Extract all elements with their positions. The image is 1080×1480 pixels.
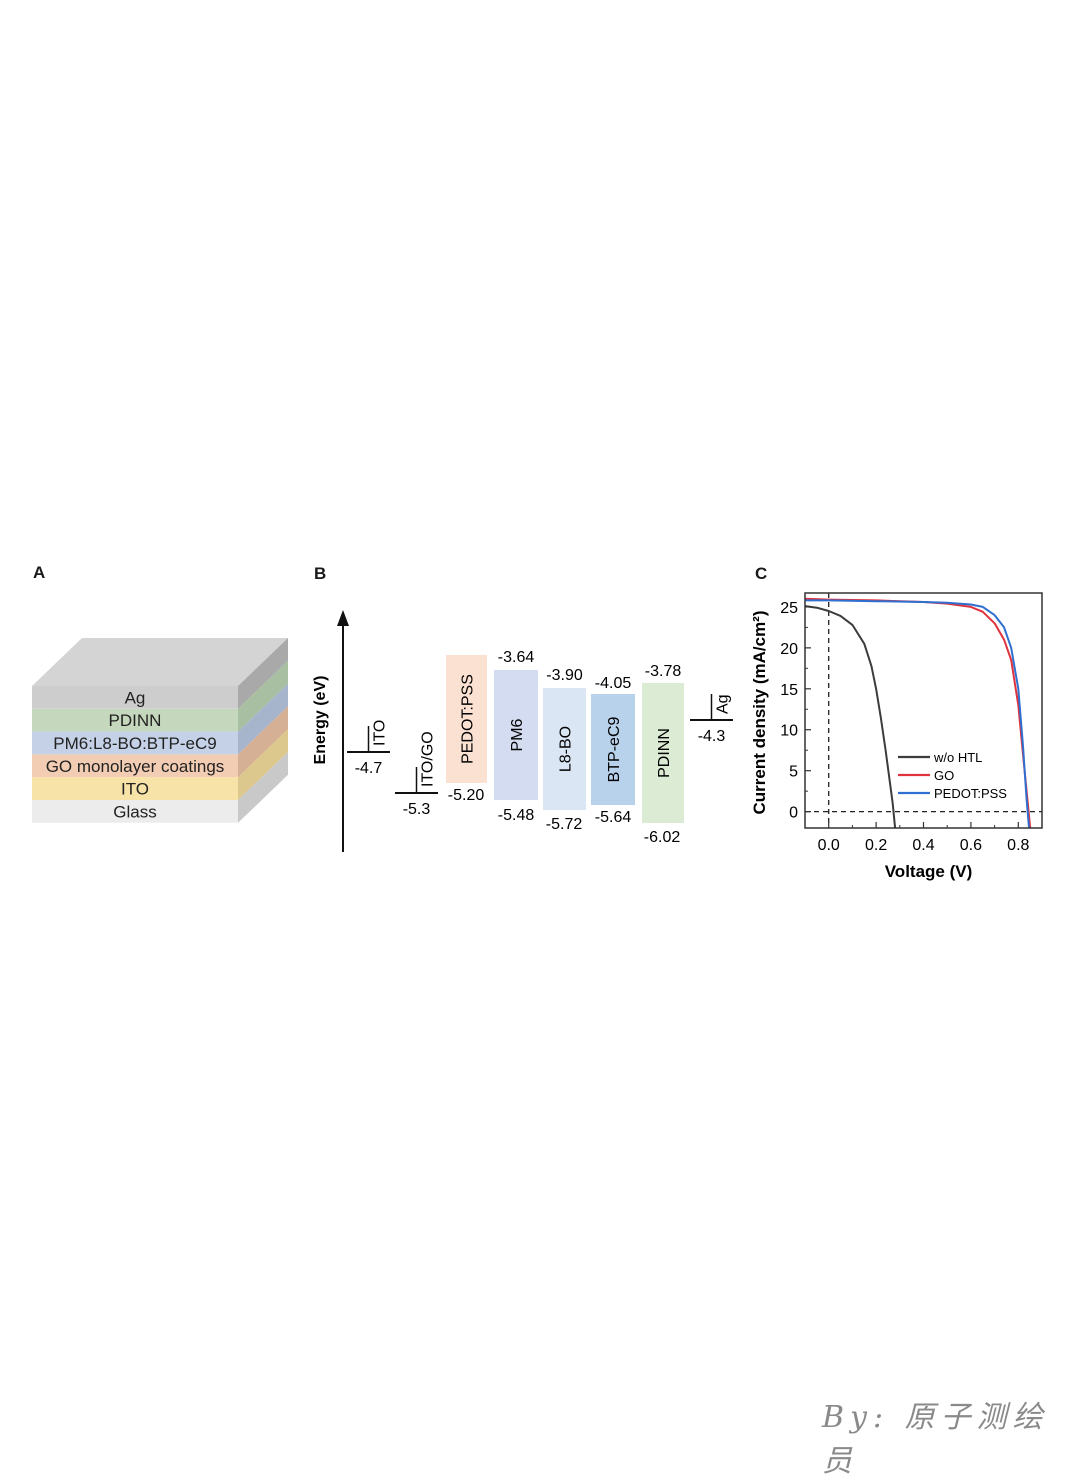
layer-label: GO monolayer coatings xyxy=(46,757,225,776)
lumo-value: -3.64 xyxy=(498,649,535,666)
legend-label: GO xyxy=(934,768,954,783)
band-name: BTP-eC9 xyxy=(606,717,623,783)
arrow-up-icon xyxy=(337,610,349,626)
band-name: PM6 xyxy=(509,718,526,751)
layer-go-monolayer-coatings xyxy=(32,754,238,778)
lumo-value: -3.78 xyxy=(645,663,682,680)
y-tick-label: 15 xyxy=(780,682,798,699)
x-tick-label: 0.2 xyxy=(865,837,887,854)
layer-label: PM6:L8-BO:BTP-eC9 xyxy=(53,734,216,753)
level-name: ITO xyxy=(372,720,389,746)
x-axis-label: Voltage (V) xyxy=(885,862,973,881)
y-axis-label: Current density (mA/cm²) xyxy=(750,610,769,814)
layer-side xyxy=(238,683,288,755)
layer-side xyxy=(238,660,288,732)
legend-label: w/o HTL xyxy=(933,750,982,765)
series-w-o-htl xyxy=(805,605,897,828)
panel-a-label: A xyxy=(33,563,46,582)
level-value: -5.3 xyxy=(403,801,431,818)
x-tick-label: 0.0 xyxy=(818,837,840,854)
lumo-value: -4.05 xyxy=(595,675,632,692)
band-pedot-pss xyxy=(446,655,487,783)
band-pdinn xyxy=(642,683,684,823)
level-name: ITO/GO xyxy=(420,731,437,787)
homo-value: -6.02 xyxy=(644,829,681,846)
device-stack-diagram: Ag PDINN PM6:L8-BO:BTP-eC9 GO monolayer coa… xyxy=(32,638,288,823)
layer-label: PDINN xyxy=(109,711,162,730)
y-tick-label: 0 xyxy=(789,805,798,822)
y-tick-label: 25 xyxy=(780,600,798,617)
stack-top-face xyxy=(32,638,288,686)
x-tick-label: 0.8 xyxy=(1007,837,1029,854)
level-name: Ag xyxy=(715,694,732,714)
band-name: L8-BO xyxy=(558,726,575,772)
layer-glass xyxy=(32,800,238,823)
layer-side xyxy=(238,706,288,778)
layer-label: Ag xyxy=(125,688,146,707)
x-tick-label: 0.4 xyxy=(912,837,934,854)
homo-value: -5.64 xyxy=(595,809,632,826)
layer-label: ITO xyxy=(121,780,149,799)
panel-b-label: B xyxy=(314,564,327,583)
homo-value: -5.72 xyxy=(546,816,583,833)
homo-value: -5.20 xyxy=(448,787,485,804)
legend-label: PEDOT:PSS xyxy=(934,786,1007,801)
y-tick-label: 20 xyxy=(780,641,798,658)
homo-value: -5.48 xyxy=(498,807,535,824)
band-pm6 xyxy=(494,670,538,800)
level-value: -4.7 xyxy=(355,760,383,777)
x-tick-label: 0.6 xyxy=(960,837,982,854)
layer-side xyxy=(238,752,288,823)
band-name: PDINN xyxy=(656,728,673,778)
layer-pm6-l8-bo-btp-ec9 xyxy=(32,731,238,755)
panel-c-label: C xyxy=(755,564,768,583)
band-btp-ec9 xyxy=(591,694,635,805)
lumo-value: -3.90 xyxy=(546,667,583,684)
y-tick-label: 10 xyxy=(780,723,798,740)
layer-ag xyxy=(32,686,238,709)
jv-curve-chart: 0.0 0.2 0.4 0.6 0.8 0 5 10 15 20 25 Voltage (V) Curr… xyxy=(750,592,1043,881)
watermark: By: 原子测绘员 xyxy=(822,1400,1049,1479)
series-pedot-pss xyxy=(805,599,1030,828)
layer-label: Glass xyxy=(113,802,156,821)
layer-side xyxy=(238,638,288,709)
energy-axis-label: Energy (eV) xyxy=(312,676,329,765)
band-name: PEDOT:PSS xyxy=(460,674,477,764)
energy-level-diagram: Energy (eV) ITO -4.7 ITO/GO -5.3 Ag -4.3 PEDOT:… xyxy=(312,610,733,852)
y-tick-label: 5 xyxy=(789,764,798,781)
band-l8-bo xyxy=(543,688,586,810)
layer-ito xyxy=(32,777,238,800)
layer-side xyxy=(238,729,288,800)
layer-pdinn xyxy=(32,708,238,732)
level-value: -4.3 xyxy=(698,728,726,745)
